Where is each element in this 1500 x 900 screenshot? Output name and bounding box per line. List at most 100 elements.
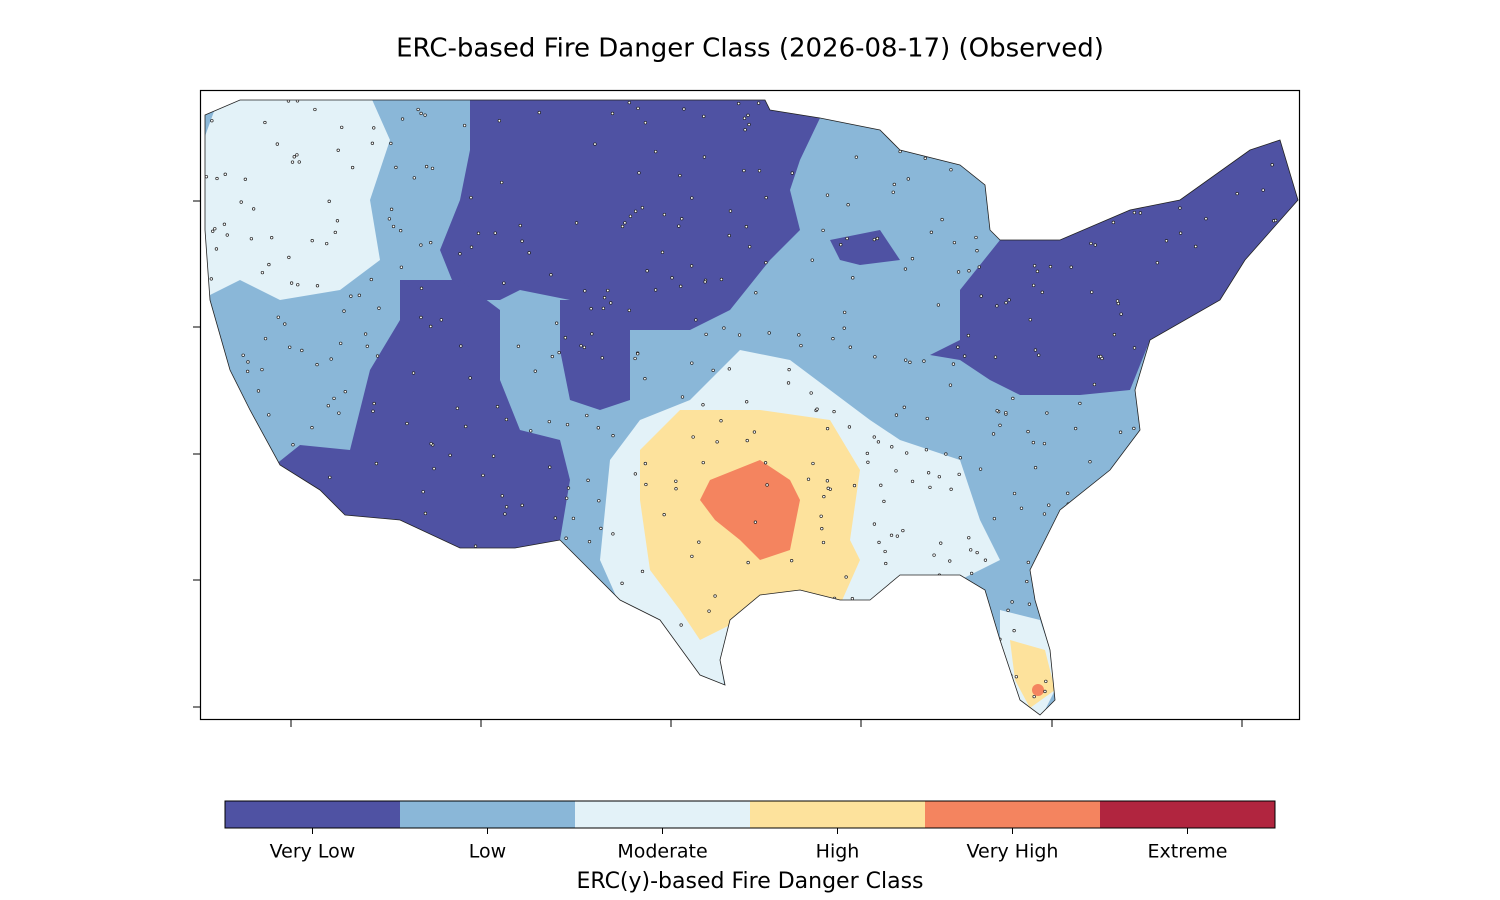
- station: [1178, 231, 1183, 235]
- station: [993, 355, 998, 359]
- station: [1211, 336, 1215, 341]
- station: [260, 270, 265, 275]
- station: [995, 409, 999, 413]
- station: [1201, 662, 1205, 666]
- station: [727, 367, 731, 371]
- station: [1198, 539, 1202, 544]
- station: [633, 209, 638, 213]
- station: [872, 435, 876, 439]
- station: [372, 401, 376, 406]
- station: [811, 461, 815, 466]
- station: [549, 273, 553, 277]
- station: [329, 357, 333, 361]
- station: [503, 512, 507, 516]
- station: [469, 195, 473, 200]
- station: [995, 304, 999, 308]
- station: [209, 692, 213, 696]
- station: [504, 505, 509, 509]
- station: [1087, 208, 1091, 212]
- station: [1044, 679, 1048, 684]
- station: [660, 250, 665, 254]
- station: [1261, 362, 1265, 366]
- station: [223, 172, 227, 176]
- station: [832, 410, 836, 414]
- station: [998, 423, 1002, 427]
- station: [956, 345, 960, 349]
- station: [476, 231, 481, 235]
- station: [260, 367, 264, 372]
- station: [1033, 465, 1038, 470]
- station: [520, 503, 524, 507]
- station: [1242, 629, 1246, 633]
- station: [205, 412, 209, 416]
- station: [419, 111, 423, 116]
- station: [1169, 601, 1173, 605]
- station: [1183, 603, 1187, 607]
- station: [745, 400, 749, 404]
- station: [1156, 175, 1160, 179]
- station: [742, 624, 746, 629]
- station: [339, 341, 343, 346]
- station: [1228, 129, 1232, 134]
- station: [1144, 487, 1148, 491]
- station: [1065, 100, 1069, 103]
- station: [222, 222, 227, 226]
- station: [555, 321, 559, 325]
- station: [963, 354, 967, 358]
- station: [290, 160, 295, 164]
- station: [1080, 158, 1084, 162]
- station: [455, 406, 460, 410]
- station: [815, 407, 819, 411]
- station: [1089, 241, 1093, 246]
- station: [682, 107, 686, 111]
- station: [503, 692, 507, 697]
- station: [565, 496, 569, 500]
- station: [305, 483, 309, 487]
- station: [978, 467, 983, 471]
- station: [883, 549, 887, 554]
- station: [342, 309, 346, 313]
- station: [1151, 120, 1155, 125]
- station: [343, 390, 347, 394]
- station: [877, 540, 881, 545]
- station: [583, 289, 587, 293]
- station: [288, 345, 292, 349]
- station: [1168, 439, 1173, 444]
- station: [419, 243, 423, 247]
- colorbar-tick-label: Extreme: [1148, 841, 1228, 863]
- station: [709, 704, 713, 708]
- station: [944, 452, 948, 456]
- station: [983, 558, 988, 562]
- station: [945, 628, 949, 632]
- station: [1228, 632, 1233, 636]
- station: [643, 461, 647, 466]
- station: [825, 479, 830, 483]
- station: [952, 240, 957, 245]
- station: [587, 539, 592, 544]
- station: [1124, 501, 1129, 505]
- station: [218, 604, 223, 609]
- station: [1048, 264, 1053, 269]
- station: [1069, 637, 1073, 641]
- station: [957, 666, 962, 670]
- station: [311, 614, 316, 618]
- station: [241, 353, 245, 357]
- station: [247, 507, 251, 511]
- station: [369, 277, 373, 282]
- station: [1235, 192, 1239, 196]
- station: [1246, 265, 1250, 269]
- station: [1096, 597, 1101, 601]
- station: [270, 236, 274, 240]
- station: [563, 336, 568, 340]
- station: [745, 438, 749, 443]
- station: [743, 128, 747, 132]
- station: [574, 558, 578, 563]
- station: [237, 399, 241, 404]
- station: [1266, 349, 1271, 353]
- station: [690, 196, 694, 200]
- station: [1076, 602, 1081, 606]
- station: [906, 177, 910, 181]
- station: [1071, 681, 1075, 685]
- station: [865, 451, 869, 456]
- station: [740, 630, 744, 635]
